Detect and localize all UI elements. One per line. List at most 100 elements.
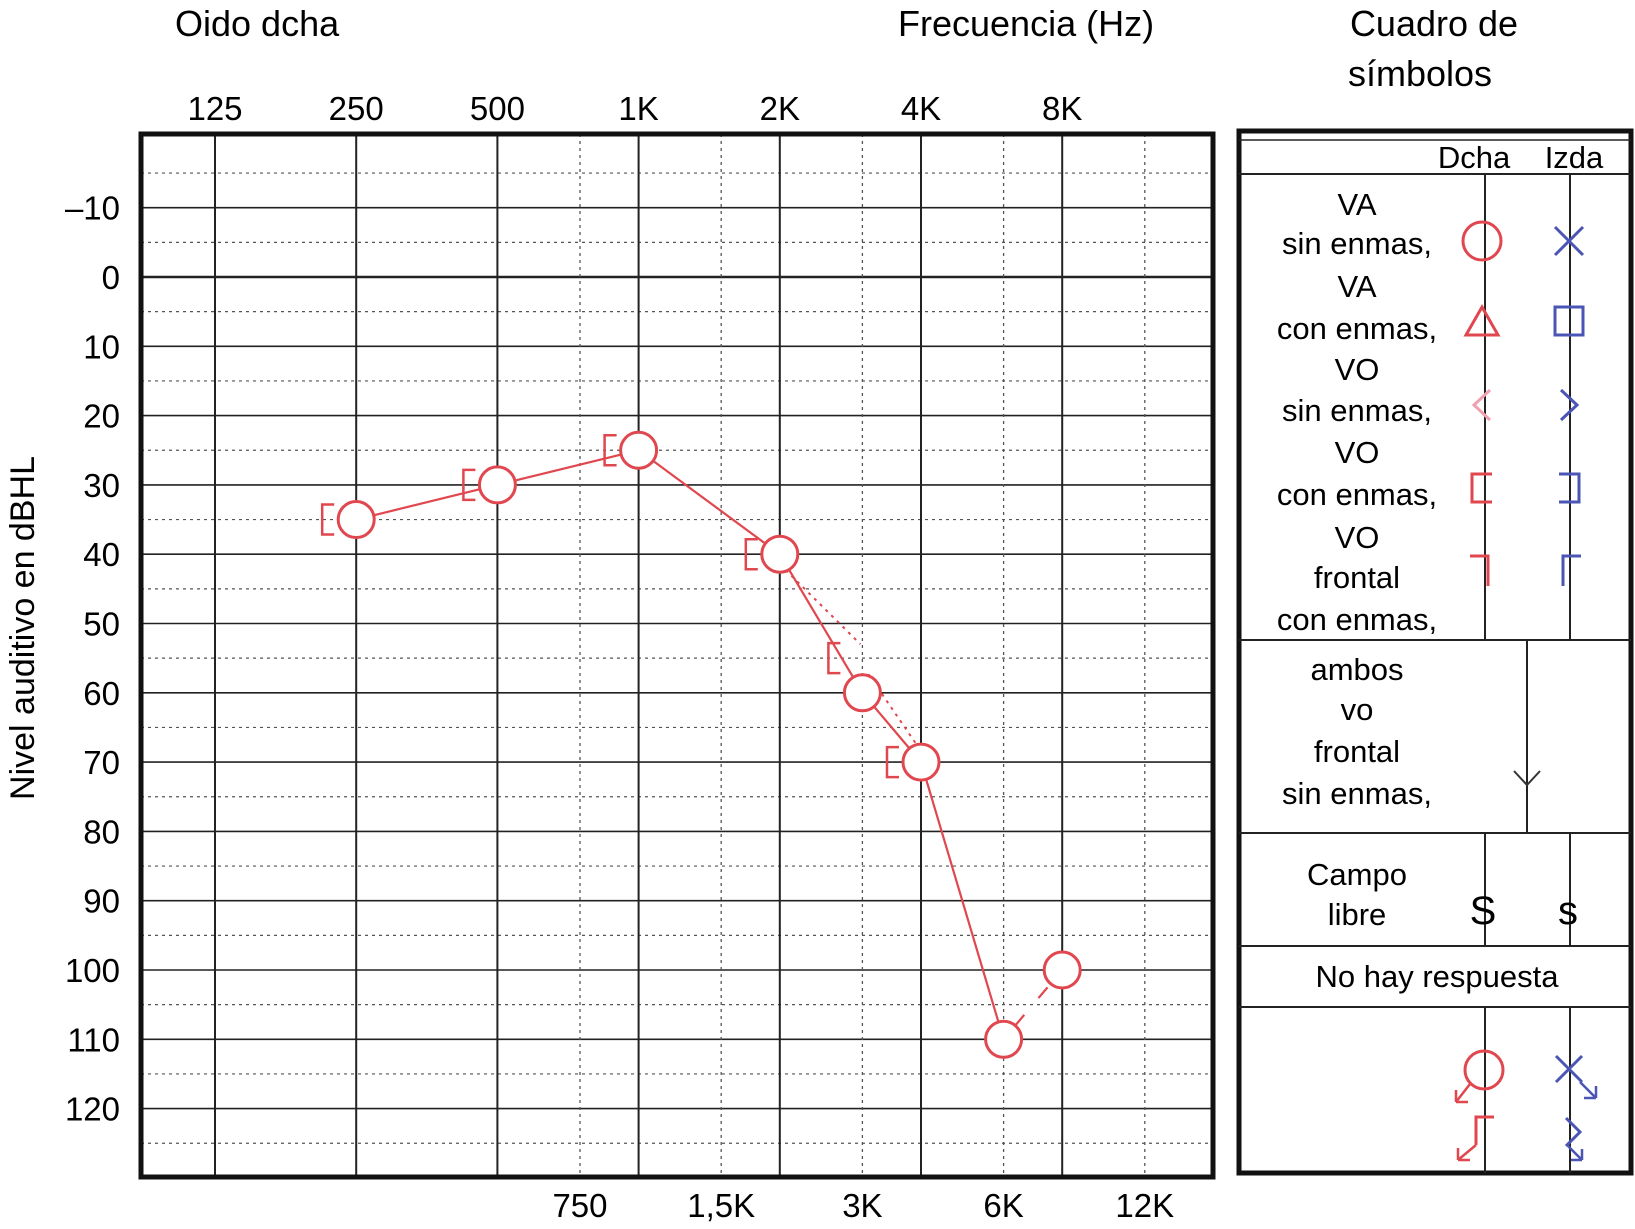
- top-tick-label: 500: [470, 90, 525, 127]
- y-tick-label: 20: [83, 398, 120, 435]
- bracket-left-icon: [1470, 472, 1492, 504]
- legend-row-label: sin enmas,: [1282, 226, 1432, 261]
- top-tick-label: 125: [187, 90, 242, 127]
- masked-bone-marker: [827, 641, 841, 675]
- legend-row-label: VO: [1335, 435, 1380, 470]
- air-conduction-line: [652, 460, 766, 545]
- top-tick-label: 250: [329, 90, 384, 127]
- y-tick-label: 60: [83, 675, 120, 712]
- chart-frame: [138, 131, 1216, 1180]
- legend-both-label: frontal: [1314, 734, 1400, 769]
- angle-no-response-icon: [1564, 1116, 1583, 1148]
- x-icon: [1553, 225, 1585, 257]
- air-conduction-line: [1014, 983, 1052, 1027]
- arrow-down-right-icon: [1579, 1081, 1598, 1100]
- air-conduction-line: [925, 779, 1000, 1023]
- air-conduction-marker: [984, 1019, 1024, 1059]
- legend-free-field-label: libre: [1328, 897, 1387, 932]
- y-tick-label: 120: [65, 1091, 120, 1128]
- y-tick-label: 30: [83, 467, 120, 504]
- legend-row-label: VA: [1337, 269, 1376, 304]
- air-conduction-marker: [842, 673, 882, 713]
- arrow-down-icon: [1513, 770, 1541, 787]
- x-no-response-icon: [1554, 1054, 1584, 1084]
- air-conduction-marker: [477, 465, 517, 505]
- y-tick-label: 80: [83, 813, 120, 850]
- arrow-down-left-icon: [1454, 1083, 1471, 1104]
- masked-bone-marker: [320, 503, 335, 536]
- air-conduction-marker: [336, 500, 376, 540]
- y-tick-label: 70: [83, 744, 120, 781]
- legend-row-label: con enmas,: [1277, 602, 1437, 637]
- circle-no-response-icon: [1463, 1049, 1505, 1091]
- top-tick-label: 8K: [1042, 90, 1082, 127]
- circle-icon: [1461, 220, 1503, 262]
- y-tick-label: 90: [83, 883, 120, 920]
- y-tick-label: 110: [67, 1021, 120, 1058]
- data-layer: [320, 430, 1082, 1059]
- legend-row-label: VO: [1335, 352, 1380, 387]
- bottom-tick-label: 750: [552, 1187, 607, 1224]
- masked-bone-marker: [462, 468, 476, 502]
- bone-conduction-line: [785, 569, 862, 645]
- square-icon: [1553, 305, 1585, 337]
- bottom-tick-label: 3K: [842, 1187, 882, 1224]
- legend-both-label: sin enmas,: [1282, 776, 1432, 811]
- tick-labels: 125 250 500 1K 2K 4K 8K 750 1,5K 3K 6K 12K –10 0 10 20 3…: [65, 90, 1174, 1224]
- bone-conduction-line: [867, 673, 920, 749]
- y-tick-label: 100: [65, 952, 120, 989]
- top-tick-label: 4K: [901, 90, 941, 127]
- air-conduction-line: [873, 705, 911, 750]
- legend-row-label: con enmas,: [1277, 311, 1437, 346]
- y-tick-label: 0: [102, 259, 120, 296]
- air-conduction-line: [788, 569, 855, 678]
- air-conduction-marker: [1042, 950, 1082, 990]
- air-conduction-marker: [760, 534, 800, 574]
- legend-no-response-label: No hay respuesta: [1316, 959, 1560, 994]
- bracket-right-icon: [1559, 472, 1581, 504]
- top-tick-label: 2K: [760, 90, 800, 127]
- legend-row-label: VA: [1337, 187, 1376, 222]
- angle-right-icon: [1559, 388, 1580, 422]
- bracket-no-response-icon: [1474, 1115, 1494, 1145]
- bottom-tick-label: 12K: [1115, 1187, 1174, 1224]
- arrow-down-left-icon: [1456, 1144, 1477, 1162]
- y-tick-label: 50: [83, 606, 120, 643]
- y-tick-label: –10: [65, 190, 120, 227]
- legend-frame: [1236, 128, 1634, 1176]
- legend-row-label: VO: [1335, 520, 1380, 555]
- y-axis-label: Nivel auditivo en dBHL: [4, 456, 42, 800]
- legend-col-left: Izda: [1545, 140, 1604, 175]
- legend-row-label: frontal: [1314, 560, 1400, 595]
- free-field-left-symbol: s: [1558, 889, 1578, 933]
- bottom-tick-label: 6K: [983, 1187, 1023, 1224]
- legend-col-right: Dcha: [1438, 140, 1511, 175]
- air-conduction-marker: [901, 742, 941, 782]
- masked-bone-marker: [885, 745, 899, 779]
- free-field-right-symbol: S: [1470, 889, 1497, 933]
- air-conduction-marker: [619, 430, 659, 470]
- legend-row-label: sin enmas,: [1282, 393, 1432, 428]
- masked-bone-marker: [603, 434, 617, 467]
- legend-both-label: ambos: [1310, 652, 1403, 687]
- ear-label: Oido dcha: [175, 3, 340, 44]
- frequency-label: Frecuencia (Hz): [898, 3, 1154, 44]
- legend-title-line1: Cuadro de: [1350, 3, 1518, 44]
- y-tick-label: 10: [83, 328, 120, 365]
- legend-free-field-label: Campo: [1307, 857, 1407, 892]
- legend-title-line2: símbolos: [1348, 53, 1492, 94]
- masked-bone-marker: [744, 537, 758, 571]
- symbol-legend: Dcha Izda VA sin enmas, VA con enmas, VO sin en…: [1236, 128, 1634, 1176]
- frontal-left-icon: [1561, 554, 1581, 586]
- y-tick-label: 40: [83, 536, 120, 573]
- arrow-down-right-icon: [1567, 1145, 1584, 1162]
- top-tick-label: 1K: [618, 90, 658, 127]
- legend-both-label: vo: [1341, 692, 1374, 727]
- legend-row-label: con enmas,: [1277, 477, 1437, 512]
- triangle-icon: [1463, 303, 1501, 337]
- bottom-tick-label: 1,5K: [687, 1187, 755, 1224]
- grid-layer: [141, 134, 1213, 1177]
- angle-left-icon: [1471, 388, 1492, 422]
